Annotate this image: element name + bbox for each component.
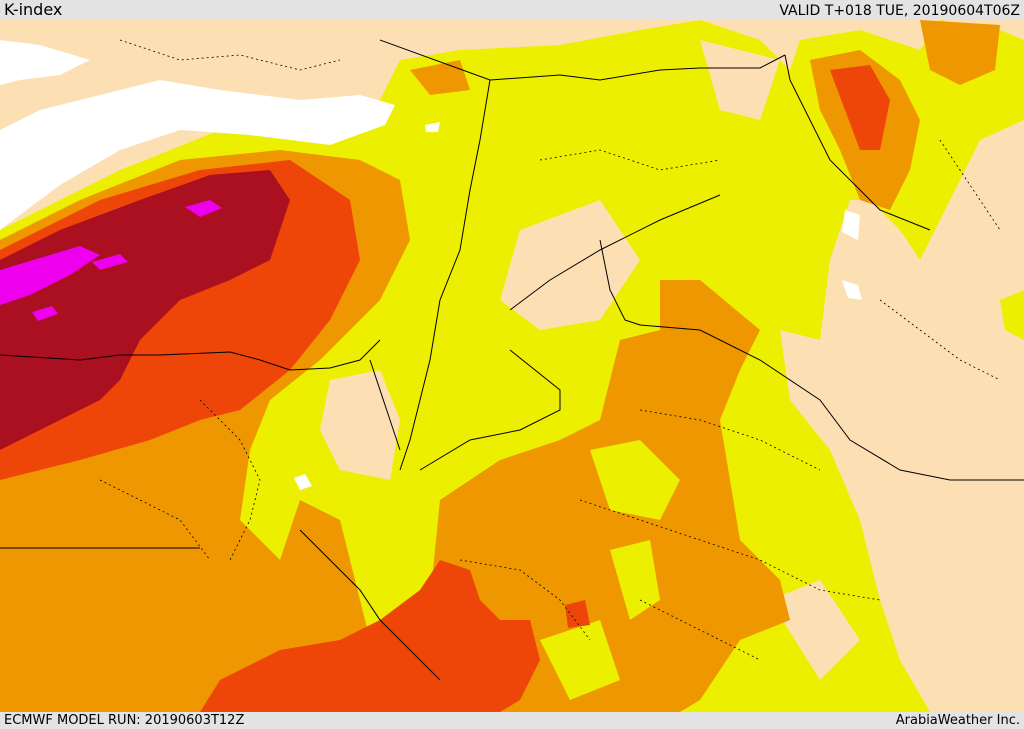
sea-island-crete <box>0 40 90 85</box>
sea-lake-east <box>842 280 862 300</box>
valid-time-label: VALID T+018 TUE, 20190604T06Z <box>779 3 1020 19</box>
contour-yellow-island-3 <box>540 620 620 700</box>
footer-bar: ECMWF MODEL RUN: 20190603T12Z ArabiaWeat… <box>0 712 1024 729</box>
contour-yellow-island-1 <box>590 440 680 520</box>
contour-darkorange-blob <box>565 600 590 628</box>
k-index-map <box>0 20 1024 712</box>
contour-darkorange-south <box>200 560 540 712</box>
contour-darkorange-ne <box>830 65 890 150</box>
credit-label: ArabiaWeather Inc. <box>895 713 1020 728</box>
contour-pale-2 <box>700 40 780 120</box>
contour-orange-sw <box>0 630 160 712</box>
contour-orange-ne2 <box>920 20 1000 85</box>
sea-caspian <box>842 210 860 240</box>
map-title: K-index <box>4 0 63 19</box>
contour-pale-3 <box>320 370 400 480</box>
contour-magenta-3 <box>92 254 128 270</box>
contour-yellow-east <box>1000 290 1024 340</box>
contour-magenta-4 <box>32 306 58 321</box>
contour-yellow-island-2 <box>610 540 660 620</box>
contour-magenta-1 <box>0 246 100 305</box>
contour-darkred <box>0 170 290 450</box>
contour-pale-6 <box>940 400 1024 480</box>
contour-magenta-2 <box>185 200 222 217</box>
model-run-label: ECMWF MODEL RUN: 20190603T12Z <box>4 713 245 728</box>
internal-boundaries <box>99 39 1001 661</box>
sea-cyprus <box>425 122 440 132</box>
sea-gulf-suez <box>294 474 312 490</box>
contour-orange-north <box>410 60 470 95</box>
country-borders <box>0 39 1024 681</box>
header-bar: K-index VALID T+018 TUE, 20190604T06Z <box>0 0 1024 20</box>
contour-pale-1 <box>500 200 640 330</box>
contour-pale-5 <box>770 580 860 680</box>
sea-mediterranean <box>0 80 395 230</box>
